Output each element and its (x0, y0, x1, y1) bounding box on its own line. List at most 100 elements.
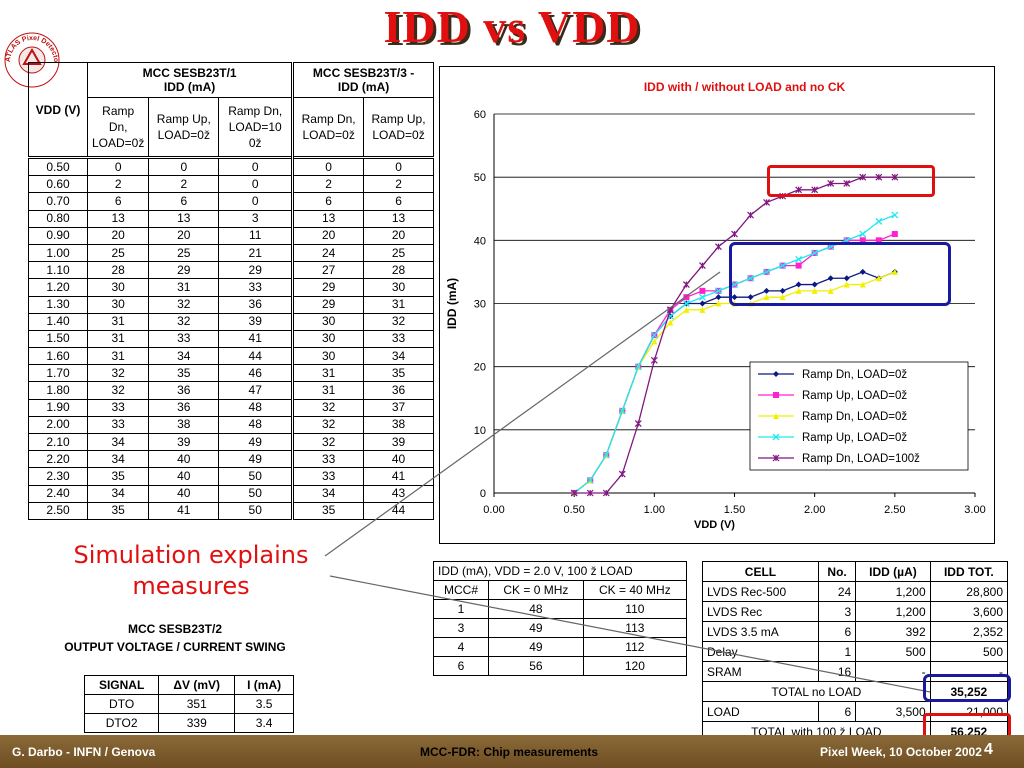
data-point (795, 287, 802, 294)
table-cell: 3,600 (929, 601, 1009, 622)
table-cell: 30 (292, 312, 365, 331)
highlight-load-plateau (767, 165, 935, 197)
table-cell: 44 (363, 501, 434, 520)
col-header: CK = 0 MHz (488, 580, 584, 600)
table-cell: 16 (817, 661, 857, 682)
table-cell: 6 (148, 192, 220, 211)
table-cell: 36 (148, 381, 220, 400)
table-cell: 4 (432, 637, 490, 657)
table-cell: 30 (86, 278, 150, 297)
y-tick-label: 0 (480, 488, 486, 500)
table-cell: 30 (292, 347, 365, 366)
col-header: IDD (µA) (855, 561, 931, 582)
col-header: No. (817, 561, 857, 582)
col-header: ΔV (mV) (158, 675, 236, 695)
table-row: 0.60 2 2 0 2 2 (28, 175, 434, 194)
col-header: I (mA) (234, 675, 294, 695)
table-row: LVDS Rec-500 24 1,200 28,800 (702, 581, 1009, 602)
table-cell: 3.4 (234, 713, 294, 733)
idd-ck-table-title: IDD (mA), VDD = 2.0 V, 100 ž LOAD (433, 561, 687, 581)
table-cell: 34 (363, 347, 434, 366)
table-cell: 38 (363, 415, 434, 435)
table-cell: 11 (218, 226, 295, 245)
table-cell: 1.00 (28, 243, 88, 263)
table-cell: 46 (218, 364, 295, 383)
table-cell: 34 (292, 484, 365, 503)
footer-date: Pixel Week, 10 October 2002 (820, 745, 982, 759)
highlight-no-load-cluster (729, 242, 951, 306)
table-cell: 13 (148, 209, 220, 228)
table-cell: 113 (582, 618, 688, 638)
footer-page-number: 4 (984, 741, 993, 758)
table-cell: 38 (148, 415, 220, 435)
footer-bar: G. Darbo - INFN / Genova MCC-FDR: Chip m… (0, 735, 1024, 768)
table-cell: 30 (363, 278, 434, 297)
table-cell: 6 (817, 701, 857, 722)
table-cell: 40 (148, 450, 220, 469)
data-point (875, 237, 882, 244)
table-cell: 13 (363, 209, 434, 228)
mcc2-title-line1: MCC SESB23T/2 (127, 622, 223, 636)
data-point (699, 287, 706, 294)
data-point (763, 199, 770, 206)
data-point (715, 243, 722, 251)
data-point (843, 281, 850, 288)
table-cell: 48 (218, 415, 295, 435)
legend-entry: Ramp Dn, LOAD=0ž (802, 369, 907, 381)
table-row: 2.50 35 41 50 35 44 (28, 501, 434, 520)
table-cell: 2,352 (929, 621, 1009, 642)
legend-entry: Ramp Dn, LOAD=100ž (802, 453, 920, 465)
data-point (827, 287, 834, 294)
table-cell: 34 (86, 484, 150, 503)
data-point (891, 268, 898, 275)
table-row: 4 49 112 (432, 637, 688, 657)
table-cell: 31 (292, 364, 365, 383)
table-cell: 32 (148, 295, 220, 314)
table-cell: 29 (292, 295, 365, 314)
data-point (618, 470, 626, 478)
data-point (811, 287, 818, 294)
table-cell: 49 (218, 450, 295, 469)
col-header: Ramp Up, LOAD=0ž (148, 97, 220, 158)
data-point (763, 294, 770, 301)
table-cell: - (855, 661, 931, 682)
table-cell: 34 (86, 450, 150, 469)
table-row: 2.00 33 38 48 32 38 (28, 415, 434, 435)
table-row: 1.30 30 32 36 29 31 (28, 295, 434, 314)
table-cell: 28 (86, 261, 150, 280)
table-cell: 2 (86, 175, 150, 194)
x-tick-label: 2.00 (804, 504, 825, 516)
total-no-load-value: 35,252 (929, 681, 1009, 702)
data-point (891, 173, 899, 181)
table-cell: 0.80 (28, 209, 88, 228)
table-cell: 0 (292, 155, 365, 177)
table-row: 1.50 31 33 41 30 33 (28, 329, 434, 349)
table-cell: 50 (218, 484, 295, 503)
idd-vdd-table: VDD (V) MCC SESB23T/1 IDD (mA) MCC SESB23… (28, 62, 434, 520)
table-cell: 36 (148, 398, 220, 417)
table-cell: 36 (363, 381, 434, 400)
data-point (859, 230, 867, 238)
table-cell: 28,800 (929, 581, 1009, 602)
data-point (650, 356, 658, 364)
table-cell: 0.50 (28, 155, 88, 177)
data-point (779, 294, 786, 301)
data-point (731, 281, 738, 289)
table-cell: 110 (582, 599, 688, 619)
mcc2-title-line2: OUTPUT VOLTAGE / CURRENT SWING (64, 640, 286, 654)
table-cell: 3.5 (234, 694, 294, 714)
table-cell: 20 (148, 226, 220, 245)
table-cell: 21 (218, 243, 295, 263)
table-cell: 2 (148, 175, 220, 194)
y-tick-label: 40 (474, 235, 486, 247)
data-point (891, 211, 899, 219)
simulation-note-line2: measures (132, 572, 250, 600)
table-cell: 6 (432, 656, 490, 676)
table-cell: 32 (363, 312, 434, 331)
table-cell: 40 (363, 450, 434, 469)
table-cell: 0.70 (28, 192, 88, 211)
table-cell: 0 (86, 155, 150, 177)
table-cell: 24 (292, 243, 365, 263)
data-point (811, 249, 819, 257)
data-point (682, 281, 690, 288)
